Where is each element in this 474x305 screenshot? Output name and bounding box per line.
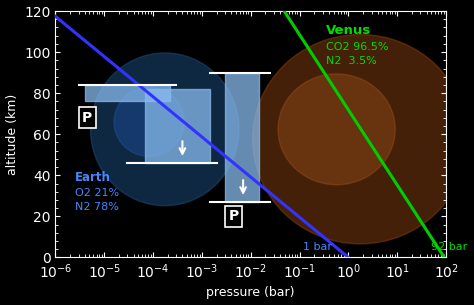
Bar — [146, 89, 210, 163]
Text: 92 bar: 92 bar — [431, 242, 467, 252]
Bar — [225, 73, 259, 202]
Text: N2  3.5%: N2 3.5% — [326, 56, 377, 66]
Text: O2 21%: O2 21% — [75, 188, 119, 198]
Text: Earth: Earth — [75, 171, 110, 185]
Text: N2 78%: N2 78% — [75, 202, 118, 212]
Text: P: P — [82, 111, 92, 125]
Text: 1 bar: 1 bar — [303, 242, 332, 252]
Text: Venus: Venus — [326, 24, 371, 37]
Bar — [85, 85, 170, 101]
Y-axis label: altitude (km): altitude (km) — [6, 94, 18, 175]
Text: CO2 96.5%: CO2 96.5% — [326, 42, 389, 52]
X-axis label: pressure (bar): pressure (bar) — [207, 286, 295, 300]
Text: P: P — [228, 209, 239, 223]
